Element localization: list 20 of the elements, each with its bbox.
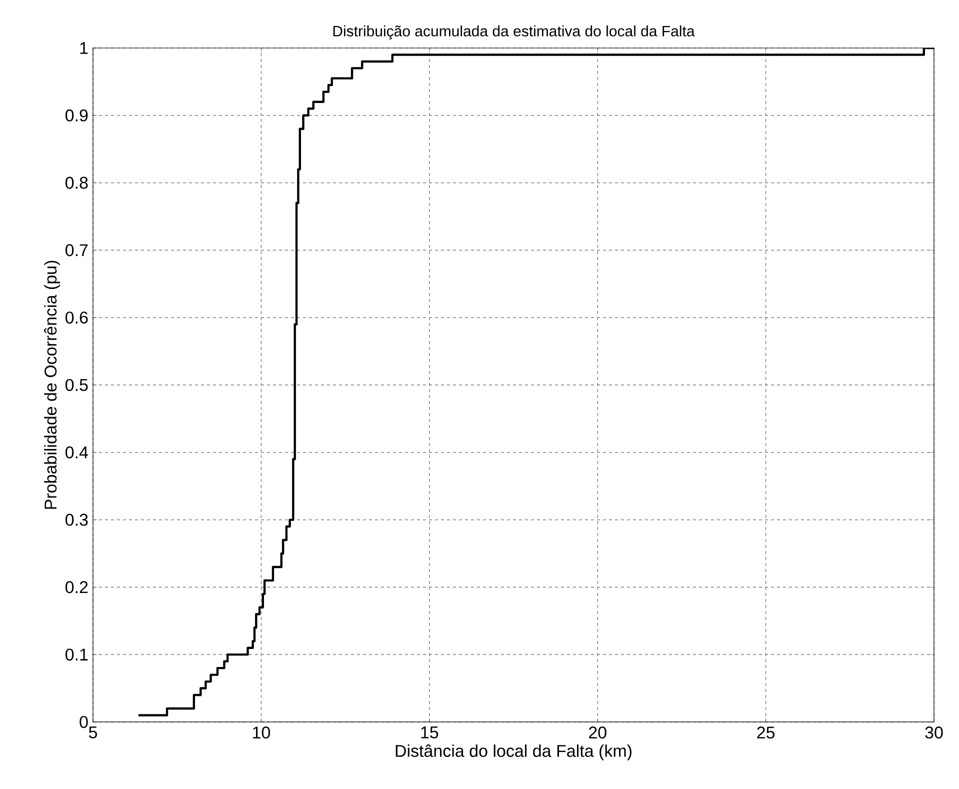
y-tick-label: 0.8 bbox=[66, 176, 88, 189]
x-tick-label: 20 bbox=[589, 726, 606, 739]
y-tick-label: 0.7 bbox=[66, 244, 88, 256]
y-tick-label: 1 bbox=[80, 42, 88, 54]
y-tick-label: 0.5 bbox=[66, 378, 88, 392]
x-axis-title: Distância do local da Falta (km) bbox=[396, 744, 632, 760]
x-tick-label: 25 bbox=[757, 726, 775, 739]
x-tick-label: 5 bbox=[88, 726, 98, 738]
y-tick-label: 0 bbox=[80, 716, 88, 728]
y-tick-label: 0.2 bbox=[66, 581, 88, 594]
y-tick-label: 0.1 bbox=[66, 648, 88, 661]
chart-title: Distribuição acumulada da estimativa do local da Falta bbox=[333, 25, 695, 40]
y-tick-label: 0.6 bbox=[66, 312, 88, 324]
x-tick-label: 30 bbox=[925, 726, 943, 739]
x-tick-label: 10 bbox=[253, 726, 270, 739]
y-tick-label: 0.4 bbox=[66, 446, 88, 458]
x-tick-label: 15 bbox=[421, 726, 438, 738]
y-tick-label: 0.3 bbox=[66, 514, 88, 526]
y-axis-title: Probabilidade de Ocorrência (pu) bbox=[44, 260, 60, 509]
y-tick-label: 0.9 bbox=[66, 109, 88, 122]
